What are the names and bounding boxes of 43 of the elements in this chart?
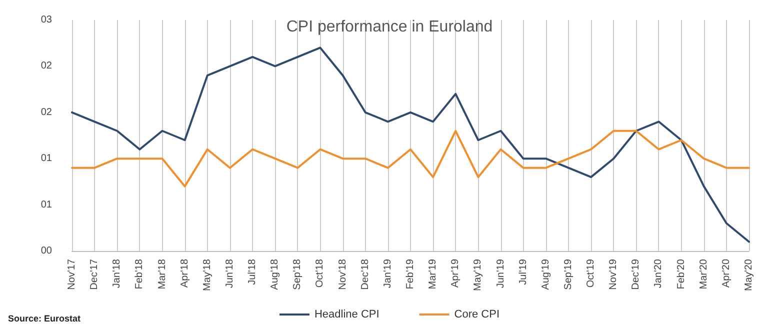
- y-tick-label: 03: [40, 14, 52, 26]
- legend-label: Headline CPI: [314, 308, 380, 320]
- x-tick-label: Feb'20: [676, 258, 687, 290]
- x-tick-label: Mar'18: [156, 258, 168, 290]
- legend-label: Core CPI: [454, 308, 500, 320]
- x-tick-label: Mar'19: [428, 258, 439, 290]
- x-tick-label: Jan'19: [382, 258, 394, 288]
- x-tick-label: Aug'19: [540, 258, 552, 290]
- line-series: [71, 130, 750, 188]
- x-tick-label: Nov'18: [337, 258, 348, 290]
- x-tick-label: Apr'18: [179, 258, 190, 288]
- x-tick-label: Jun'18: [224, 258, 236, 288]
- y-tick-label: 01: [40, 199, 52, 210]
- x-tick-label: Apr'20: [720, 258, 732, 288]
- x-tick-label: Sep'19: [562, 258, 574, 290]
- y-tick-label: 00: [40, 246, 52, 256]
- x-tick-label: May'18: [202, 258, 213, 291]
- x-tick-label: Dec'19: [630, 258, 642, 290]
- y-tick-label: 02: [40, 106, 52, 118]
- x-tick-label: Jul'18: [247, 258, 258, 285]
- x-tick-label: Jul'19: [518, 258, 529, 285]
- x-tick-label: Mar'20: [698, 258, 710, 290]
- x-tick-label: Dec'17: [89, 258, 100, 290]
- x-tick-label: Sep'18: [292, 258, 304, 290]
- x-tick-label: Jan'18: [112, 258, 123, 288]
- x-tick-label: Nov'19: [608, 258, 620, 290]
- x-tick-label: Feb'18: [134, 258, 146, 290]
- x-tick-label: Dec'18: [360, 258, 371, 290]
- y-tick-label: 01: [40, 153, 52, 164]
- source-note: Source: Eurostat: [8, 314, 81, 324]
- x-tick-label: Apr'19: [450, 258, 462, 288]
- x-tick-label: May'20: [744, 258, 754, 291]
- x-tick-label: Oct'19: [586, 258, 597, 288]
- x-tick-label: Jan'20: [653, 258, 664, 288]
- x-tick-label: Oct'18: [314, 258, 326, 288]
- x-tick-label: Jun'19: [495, 258, 506, 288]
- chart-title: CPI performance in Euroland: [286, 18, 493, 36]
- x-tick-label: Nov'17: [66, 258, 78, 290]
- line-series: [71, 46, 750, 243]
- x-tick-label: Aug'18: [270, 258, 281, 290]
- x-tick-label: Feb'19: [405, 258, 416, 290]
- x-tick-label: May'19: [472, 258, 484, 291]
- y-tick-label: 02: [40, 60, 52, 72]
